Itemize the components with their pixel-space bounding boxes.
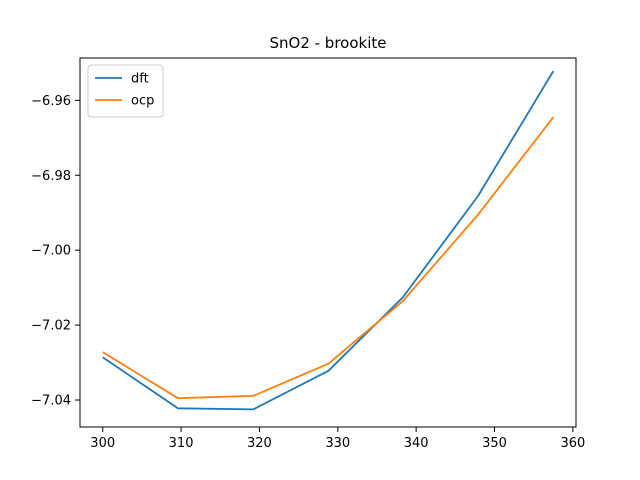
x-tick-label: 320: [247, 436, 272, 451]
legend-box: [87, 64, 164, 118]
y-tick-label: −7.02: [31, 319, 71, 334]
series-line-ocp: [102, 116, 555, 400]
x-tick-label: 310: [169, 436, 194, 451]
legend: dft ocp: [87, 64, 164, 118]
y-tick-label: −7.04: [31, 394, 71, 409]
legend-label-ocp: ocp: [131, 94, 154, 109]
x-tick-label: 350: [482, 436, 507, 451]
x-tick-label: 340: [404, 436, 429, 451]
series-line-dft: [102, 70, 555, 411]
y-tick-label: −7.00: [31, 244, 71, 259]
y-tick-label: −6.96: [31, 94, 71, 109]
y-tick-label: −6.98: [31, 169, 71, 184]
x-axis: 300 310 320 330 340 350 360: [90, 427, 585, 451]
x-tick-label: 330: [325, 436, 350, 451]
legend-label-dft: dft: [131, 72, 149, 87]
y-axis: −7.04 −7.02 −7.00 −6.98 −6.96: [31, 94, 80, 409]
chart-title: SnO2 - brookite: [269, 34, 386, 52]
plot-frame: [79, 57, 577, 428]
x-tick-label: 300: [90, 436, 115, 451]
series-layer: [102, 70, 555, 411]
x-tick-label: 360: [560, 436, 585, 451]
